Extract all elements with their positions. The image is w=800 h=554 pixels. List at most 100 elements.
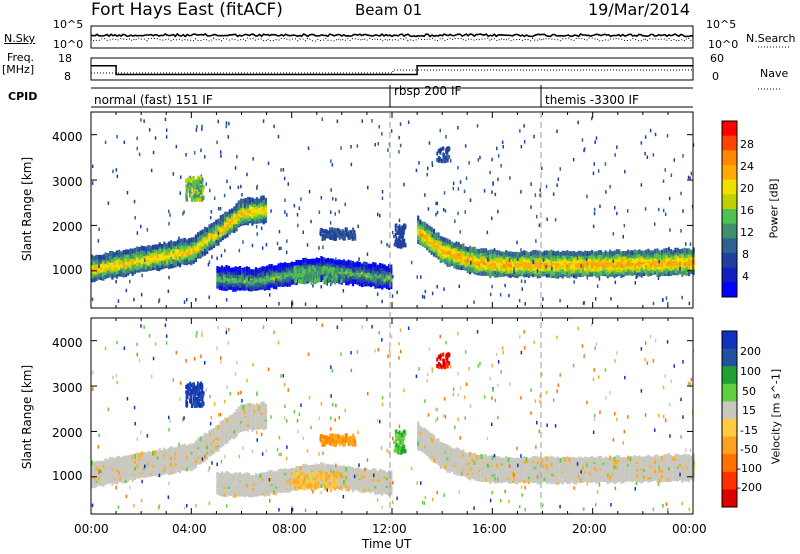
nsearch-trace: [90, 37, 694, 42]
power-cell: [236, 285, 239, 291]
power-cell: [417, 222, 420, 227]
power-blob-cell: [325, 266, 328, 271]
power-cell: [158, 251, 161, 257]
power-speckle: [204, 155, 206, 159]
power-speckle: [680, 191, 682, 196]
velocity-cell: [147, 450, 150, 456]
power-speckle: [572, 157, 575, 162]
velocity-cell: [181, 460, 184, 465]
power-cell: [268, 277, 271, 282]
power-cell: [631, 264, 634, 270]
power-speckle: [501, 140, 504, 144]
power-cell: [432, 233, 436, 239]
power-blob-cell: [345, 231, 348, 236]
power-speckle: [263, 220, 265, 224]
power-cell: [629, 270, 632, 276]
velocity-cell: [277, 472, 280, 478]
power-cell: [251, 205, 254, 211]
power-blob-cell: [396, 244, 399, 249]
velocity-cell: [284, 468, 287, 473]
power-cell: [543, 250, 546, 256]
power-speckle: [668, 196, 671, 201]
power-blob-cell: [326, 234, 328, 239]
power-cell: [277, 263, 280, 269]
power-cell: [261, 282, 264, 288]
power-cell: [156, 244, 159, 250]
velocity-cell: [253, 421, 256, 427]
power-cell: [663, 248, 666, 254]
power-cell: [672, 250, 675, 255]
power-cell: [527, 252, 530, 257]
power-cell: [374, 284, 377, 289]
velocity-cell: [113, 462, 116, 468]
power-cell: [91, 273, 94, 278]
velocity-cell: [97, 480, 100, 486]
power-cell: [530, 254, 533, 260]
power-speckle: [278, 246, 281, 251]
power-speckle: [367, 185, 369, 190]
power-cell: [201, 232, 204, 237]
velocity-cell: [237, 415, 240, 421]
power-cell: [354, 270, 357, 276]
power-cell: [176, 247, 179, 252]
velocity-cell: [262, 410, 265, 416]
power-cell: [388, 264, 391, 269]
power-blob-cell: [198, 177, 201, 182]
velocity-cell: [270, 487, 273, 493]
power-cell: [106, 269, 109, 275]
power-blob-cell: [197, 175, 199, 180]
power-cell: [511, 256, 515, 261]
power-cell: [473, 254, 476, 259]
power-cell: [437, 246, 440, 252]
power-cell: [131, 263, 134, 269]
velocity-cell: [234, 482, 237, 488]
power-cell: [647, 262, 650, 268]
velocity-cell: [156, 464, 159, 470]
power-speckle: [592, 171, 595, 176]
velocity-cell: [118, 458, 121, 464]
power-cell: [572, 251, 576, 256]
velocity-cell: [251, 406, 254, 412]
velocity-cell: [203, 456, 207, 462]
velocity-cell: [97, 472, 100, 477]
power-blob-cell: [350, 230, 352, 235]
power-cell: [482, 271, 485, 276]
power-cell: [194, 248, 197, 254]
velocity-cell: [104, 469, 107, 474]
power-cell: [496, 268, 499, 274]
velocity-cell: [224, 422, 227, 428]
power-data: [91, 116, 695, 306]
velocity-cell: [235, 429, 238, 435]
power-blob-cell: [336, 227, 339, 232]
velocity-cell: [156, 459, 159, 465]
power-speckle: [205, 182, 207, 186]
power-speckle: [508, 258, 511, 262]
velocity-cell: [263, 472, 266, 478]
power-cell: [252, 282, 255, 288]
power-cell: [212, 221, 216, 227]
power-cell: [232, 267, 235, 273]
velocity-cell: [244, 404, 247, 409]
power-speckle: [593, 207, 596, 212]
power-cell: [493, 267, 496, 273]
power-cell: [281, 262, 285, 268]
power-speckle: [209, 226, 211, 230]
power-speckle: [115, 280, 117, 284]
power-cell: [154, 251, 157, 256]
velocity-cell: [306, 464, 309, 470]
power-cell: [367, 263, 370, 269]
power-speckle: [658, 259, 660, 264]
power-speckle: [591, 116, 593, 121]
power-cell: [109, 272, 112, 278]
velocity-cell: [258, 404, 261, 410]
power-cell: [97, 274, 100, 280]
power-cell: [649, 258, 652, 263]
power-speckle: [489, 292, 492, 297]
power-cell: [306, 258, 309, 264]
power-speckle: [662, 179, 665, 183]
power-cell: [262, 204, 265, 210]
power-blob-cell: [197, 181, 200, 186]
power-cell: [491, 254, 494, 260]
power-cell: [215, 235, 218, 241]
power-speckle: [536, 269, 539, 273]
